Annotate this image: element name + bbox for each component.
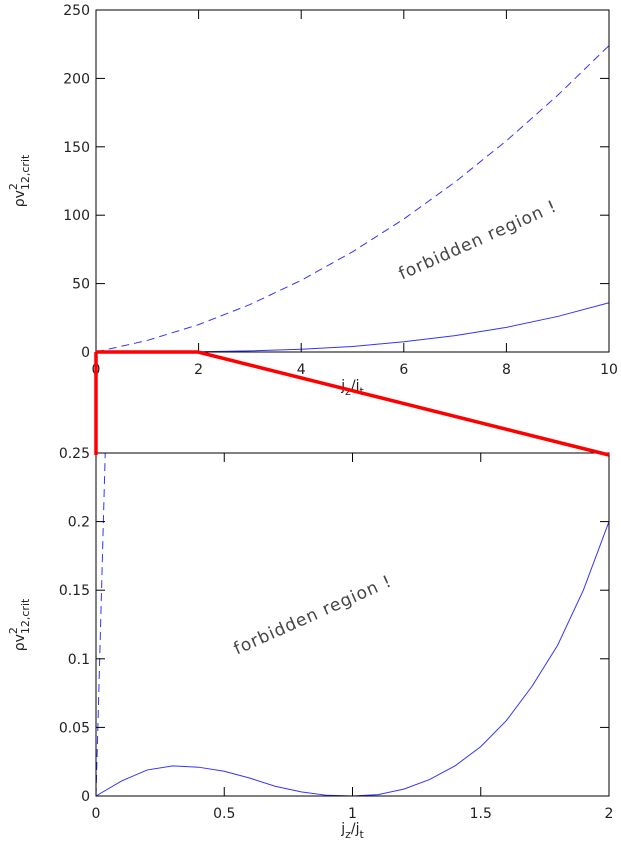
x-label-part: z xyxy=(345,385,351,398)
x-tick-label: 2 xyxy=(194,362,203,378)
x-label-part: j xyxy=(340,821,345,837)
y-tick-label: 0.2 xyxy=(68,515,90,531)
x-tick-label: 0 xyxy=(92,806,101,822)
panel: 0 2 4 6 8 10050100150200250jz/jtρv212,critfor… xyxy=(7,3,618,398)
y-tick-label: 0 xyxy=(81,789,90,805)
x-label-part: j xyxy=(340,378,345,394)
curve xyxy=(95,45,610,353)
y-label-part: 2 xyxy=(7,627,20,634)
y-tick-label: 100 xyxy=(63,208,90,224)
y-tick-label: 0 xyxy=(81,345,90,361)
x-label-part: t xyxy=(359,828,364,841)
y-axis-label: ρv212,crit xyxy=(7,598,32,651)
x-tick-label: 10 xyxy=(600,362,618,378)
x-label-part: /j xyxy=(351,378,360,394)
y-label-part: ρv xyxy=(12,634,28,651)
x-label-part: z xyxy=(345,828,351,841)
y-tick-label: 0.1 xyxy=(68,652,90,668)
curve xyxy=(95,302,610,353)
annotation: forbidden region ! xyxy=(396,197,560,285)
x-tick-label: 4 xyxy=(297,362,306,378)
y-tick-label: 0.15 xyxy=(59,583,90,599)
curve xyxy=(95,521,610,797)
panel: 0 0.5 1 1.5 200.050.10.150.20.25jz/jtρv212,c… xyxy=(7,446,613,841)
y-tick-label: 150 xyxy=(63,140,90,156)
zoom-indicator xyxy=(94,350,610,457)
y-label-part: 12,crit xyxy=(19,154,32,190)
x-tick-label: 1 xyxy=(348,806,357,822)
x-axis-label: jz/jt xyxy=(340,821,364,841)
y-label-part: 2 xyxy=(7,183,20,190)
y-tick-label: 50 xyxy=(72,277,90,293)
curve xyxy=(95,452,106,797)
x-tick-label: 8 xyxy=(502,362,511,378)
x-tick-label: 6 xyxy=(399,362,408,378)
x-tick-label: 1.5 xyxy=(470,806,492,822)
y-tick-label: 0.05 xyxy=(59,720,90,736)
y-tick-label: 0.25 xyxy=(59,446,90,462)
y-label-part: 12,crit xyxy=(19,598,32,634)
y-axis-label: ρv212,crit xyxy=(7,154,32,207)
plot-frame xyxy=(95,452,610,797)
x-tick-label: 2 xyxy=(605,806,614,822)
zoom-line xyxy=(96,350,610,457)
x-tick-label: 0.5 xyxy=(213,806,235,822)
y-tick-label: 250 xyxy=(63,3,90,19)
annotation: forbidden region ! xyxy=(231,572,395,660)
plot-frame xyxy=(95,9,610,353)
y-label-part: ρv xyxy=(12,190,28,207)
x-label-part: /j xyxy=(351,821,360,837)
y-tick-label: 200 xyxy=(63,71,90,87)
